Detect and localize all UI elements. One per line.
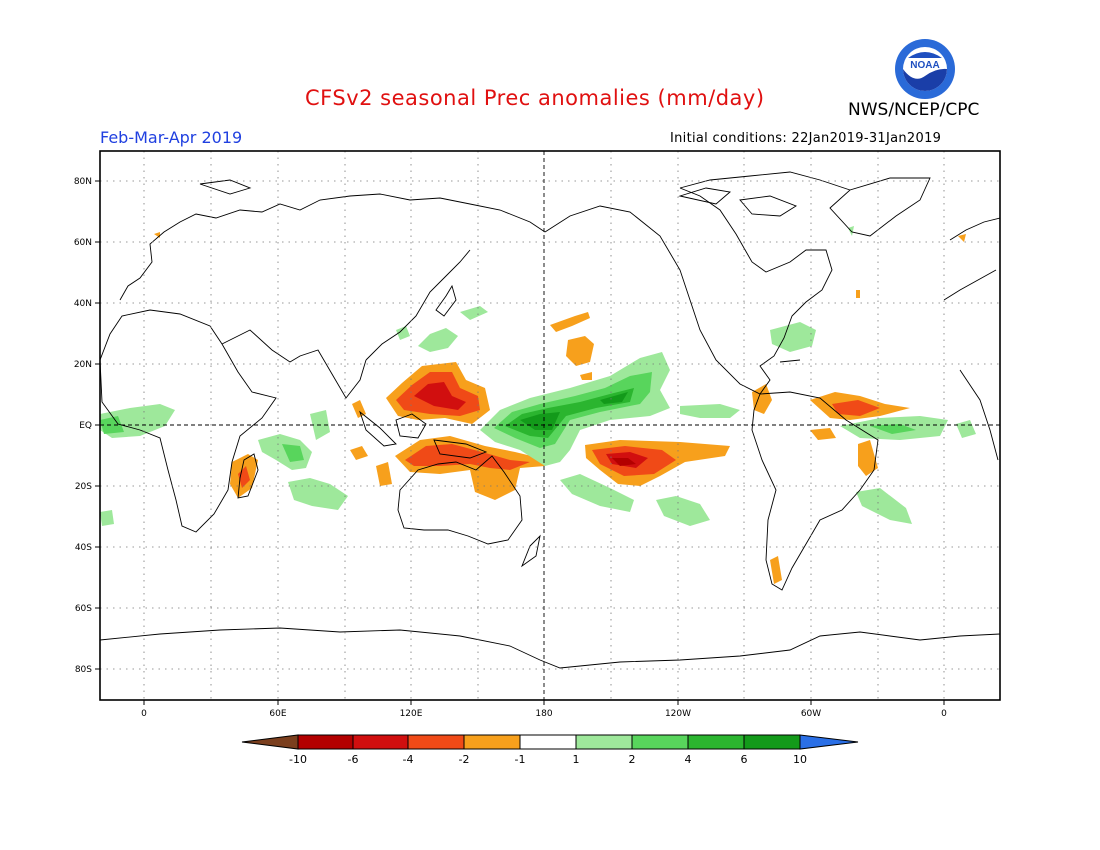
lat-label: 40N: [74, 299, 92, 309]
lon-label: 60W: [801, 709, 821, 719]
lat-label: 80S: [75, 665, 92, 675]
colorbar-label: -2: [459, 753, 470, 766]
colorbar-bin: [519, 734, 577, 750]
colorbar-bin: [297, 734, 354, 750]
colorbar-label: 10: [793, 753, 807, 766]
colorbar-low-triangle: [241, 734, 299, 750]
colorbar-label: -4: [403, 753, 414, 766]
colorbar-label: 2: [629, 753, 636, 766]
initial-conditions: Initial conditions: 22Jan2019-31Jan2019: [670, 131, 942, 146]
colorbar-label: 6: [741, 753, 748, 766]
lon-label: 120E: [400, 709, 423, 719]
lat-label: 60N: [74, 238, 92, 248]
colorbar-bin: [631, 734, 689, 750]
colorbar-label: -10: [289, 753, 307, 766]
latitude-labels: 80N 60N 40N 20N EQ 20S 40S 60S 80S: [74, 177, 92, 675]
colorbar-bin: [575, 734, 633, 750]
lat-label: 80N: [74, 177, 92, 187]
wet-anomaly-indian-ocean: [258, 434, 312, 470]
colorbar-labels: -10 -6 -4 -2 -1 1 2 4 6 10: [289, 753, 807, 766]
colorbar-bin: [463, 734, 521, 750]
colorbar-label: -6: [348, 753, 359, 766]
lat-label: EQ: [79, 421, 92, 431]
colorbar-bin: [743, 734, 801, 750]
lat-label: 20N: [74, 360, 92, 370]
longitude-labels: 0 60E 120E 180 120W 60W 0: [141, 709, 947, 719]
lon-label: 0: [141, 709, 147, 719]
lon-label: 60E: [269, 709, 286, 719]
anomaly-field: [100, 226, 976, 584]
colorbar-label: 4: [685, 753, 692, 766]
map-title: CFSv2 seasonal Prec anomalies (mm/day): [305, 86, 765, 110]
lat-label: 20S: [75, 482, 92, 492]
colorbar-bin: [687, 734, 745, 750]
colorbar-bin: [352, 734, 409, 750]
lat-label: 60S: [75, 604, 92, 614]
axis-ticks: [95, 180, 945, 705]
lon-label: 120W: [665, 709, 691, 719]
colorbar-bin: [407, 734, 465, 750]
agency-label: NWS/NCEP/CPC: [848, 100, 980, 120]
colorbar-label: -1: [515, 753, 526, 766]
svg-text:NOAA: NOAA: [910, 60, 939, 71]
colorbar: [241, 734, 859, 750]
colorbar-high-triangle: [799, 734, 859, 750]
forecast-period: Feb-Mar-Apr 2019: [100, 128, 243, 147]
lon-label: 180: [535, 709, 552, 719]
graticule: [100, 151, 1000, 700]
noaa-logo-icon: NOAA: [895, 39, 955, 99]
coastlines: [100, 171, 1000, 669]
lon-label: 0: [941, 709, 947, 719]
lat-label: 40S: [75, 543, 92, 553]
colorbar-label: 1: [573, 753, 580, 766]
